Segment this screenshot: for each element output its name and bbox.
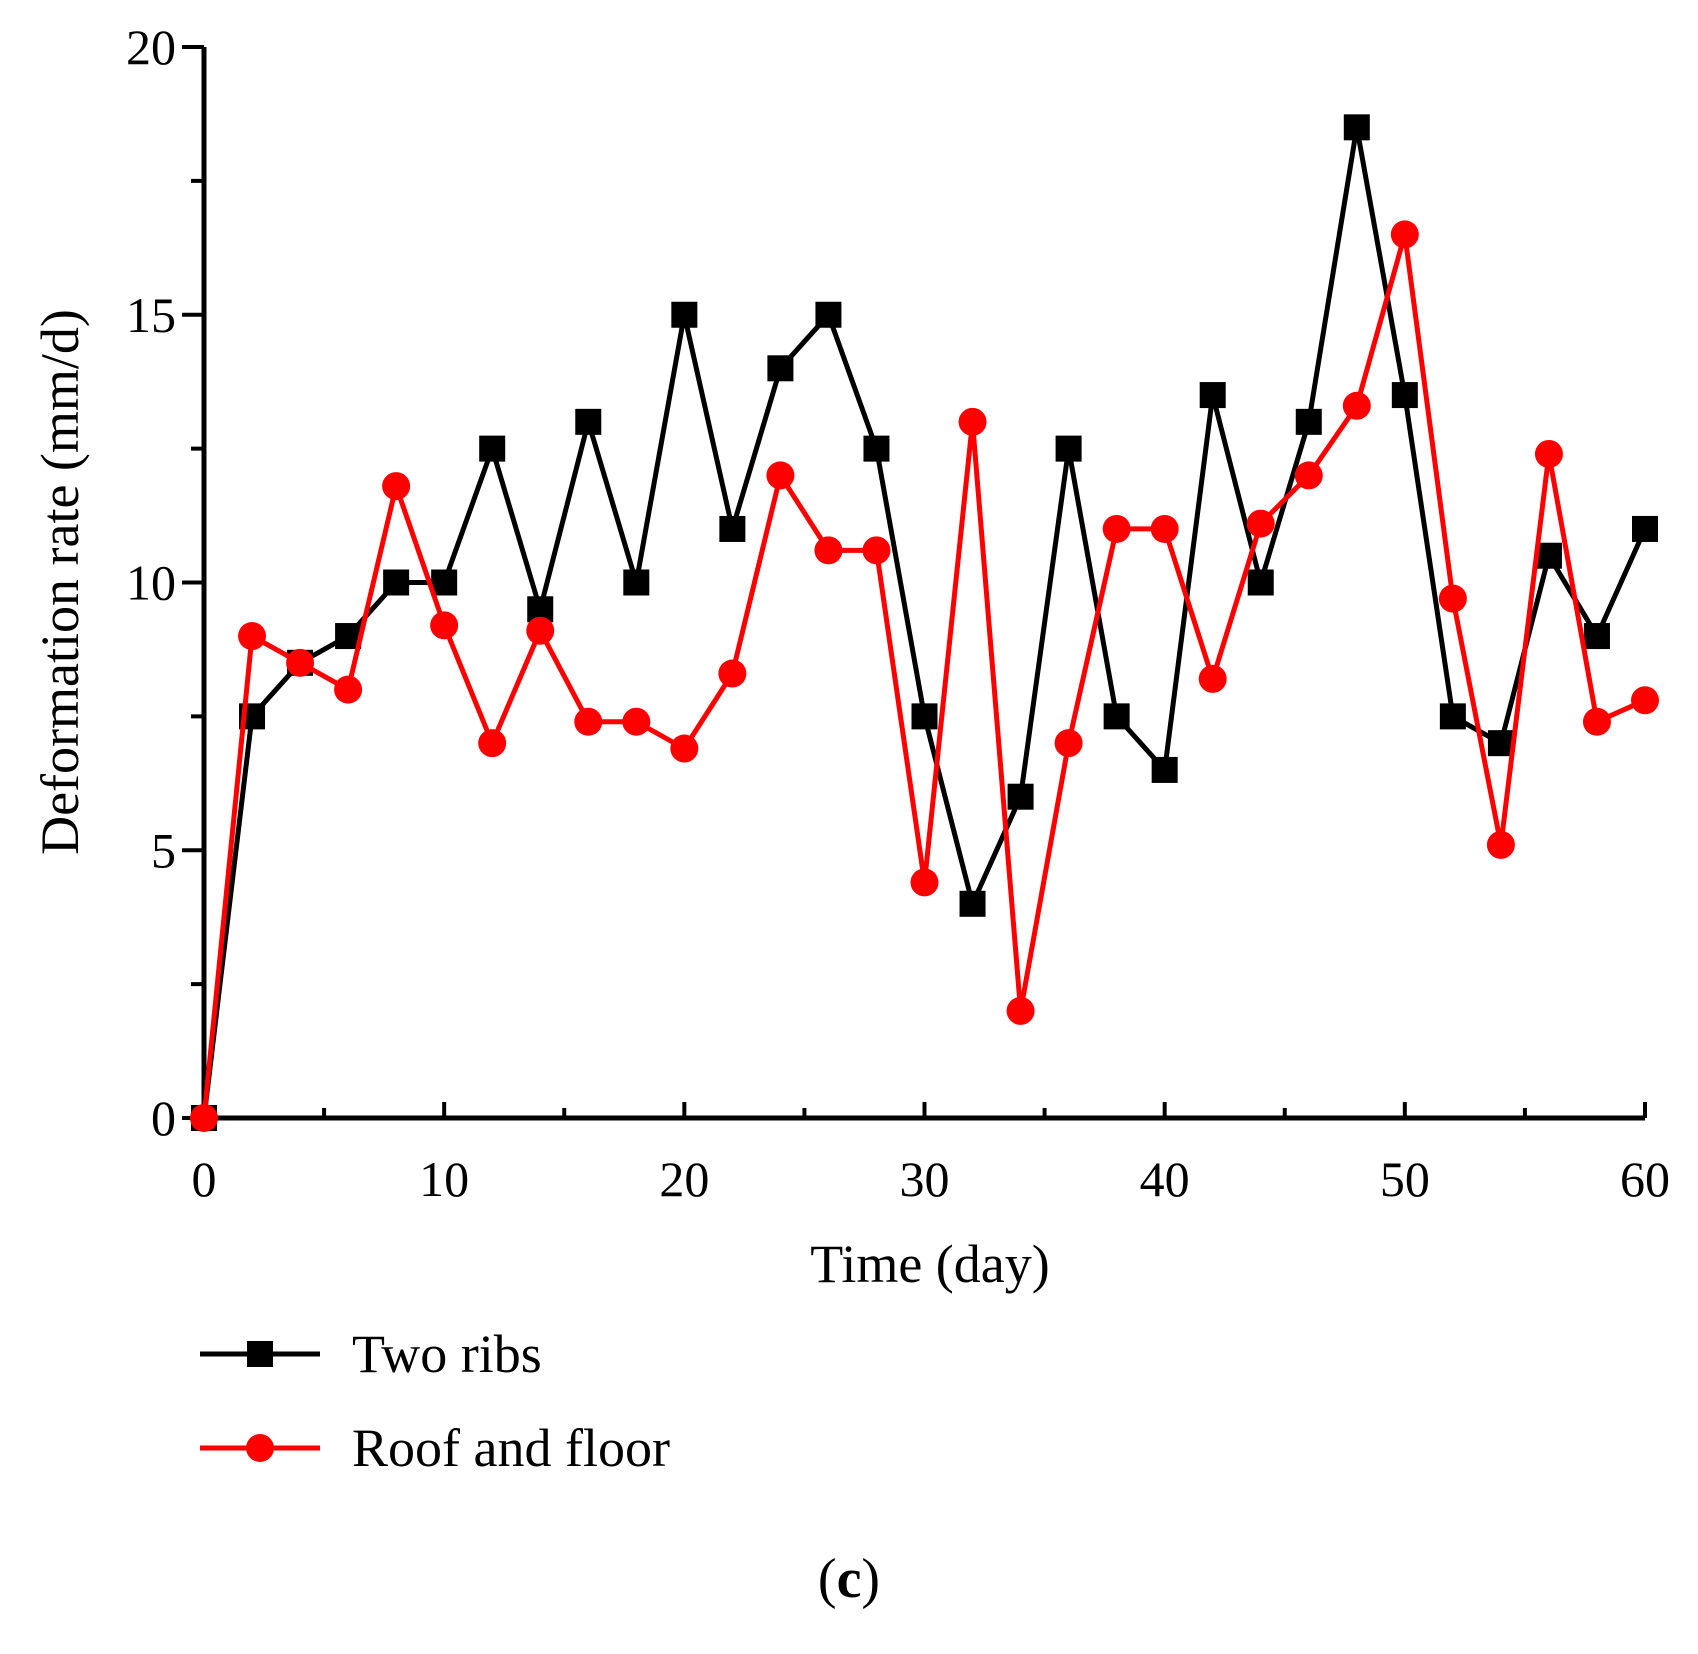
two-ribs-point — [623, 569, 650, 596]
two-ribs-point — [959, 890, 986, 917]
two-ribs-point — [1247, 569, 1274, 596]
two-ribs-point — [575, 408, 602, 435]
roof-and-floor-point — [1582, 707, 1611, 736]
two-ribs-point — [1632, 515, 1658, 542]
x-tick-label: 30 — [900, 1151, 950, 1207]
roof-and-floor-point — [334, 675, 363, 704]
two-ribs-point — [1439, 703, 1466, 730]
y-tick-label: 20 — [126, 19, 176, 75]
roof-and-floor-point — [958, 407, 987, 436]
roof-and-floor-point — [814, 536, 843, 565]
roof-and-floor-point — [910, 868, 939, 897]
roof-and-floor-point — [766, 461, 795, 490]
two-ribs-point — [1199, 382, 1226, 409]
roof-and-floor-point — [1102, 514, 1131, 543]
roof-and-floor-point — [526, 616, 555, 645]
two-ribs-point — [479, 435, 506, 462]
roof-and-floor-line — [201, 233, 1647, 1119]
roof-and-floor-point — [718, 659, 747, 688]
two-ribs-point — [1391, 382, 1418, 409]
y-axis-title: Deformation rate (mm/d) — [30, 309, 90, 855]
roof-and-floor-point — [478, 729, 507, 758]
two-ribs-point — [383, 569, 410, 596]
two-ribs-point — [1103, 703, 1130, 730]
two-ribs-point — [671, 301, 698, 328]
roof-and-floor-point — [1246, 509, 1275, 538]
y-tick-label: 10 — [126, 555, 176, 611]
y-tick-label: 5 — [151, 822, 176, 878]
roof-and-floor-series — [190, 220, 1659, 1132]
roof-and-floor-point — [1534, 439, 1563, 468]
two-ribs-point — [1343, 114, 1370, 141]
panel-label-close: ) — [861, 1548, 880, 1610]
roof-and-floor-point — [862, 536, 891, 565]
legend-roof-and-floor-point — [246, 1434, 274, 1462]
roof-and-floor-point — [1054, 729, 1083, 758]
roof-and-floor-point — [190, 1104, 218, 1132]
two-ribs-point — [815, 301, 842, 328]
two-ribs-point — [719, 515, 746, 542]
two-ribs-point — [1055, 435, 1082, 462]
x-tick-label: 40 — [1140, 1151, 1190, 1207]
two-ribs-point — [1007, 783, 1034, 810]
roof-and-floor-point — [382, 472, 411, 501]
roof-and-floor-point — [286, 648, 315, 677]
roof-and-floor-point — [670, 734, 699, 763]
roof-and-floor-point — [1631, 686, 1659, 715]
roof-and-floor-point — [574, 707, 603, 736]
panel-label-open: ( — [818, 1548, 837, 1610]
legend: Two ribs Roof and floor — [200, 1324, 670, 1478]
panel-label: (c) — [818, 1548, 880, 1610]
roof-and-floor-point — [1006, 996, 1035, 1025]
two-ribs-point — [1295, 408, 1322, 435]
two-ribs-point — [767, 355, 794, 382]
two-ribs-point — [911, 703, 938, 730]
ticks — [182, 45, 1647, 1120]
x-tick-label: 0 — [192, 1151, 217, 1207]
roof-and-floor-point — [238, 622, 267, 651]
roof-and-floor-point — [1438, 584, 1467, 613]
x-tick-label: 50 — [1380, 1151, 1430, 1207]
roof-and-floor-point — [1486, 830, 1515, 859]
two-ribs-point — [1487, 730, 1514, 757]
two-ribs-point — [431, 569, 458, 596]
two-ribs-line — [201, 126, 1648, 1119]
tick-labels: 0 10 20 30 40 50 60 0 5 10 15 20 — [126, 19, 1670, 1207]
panel-label-letter: c — [837, 1548, 862, 1610]
y-tick-label: 15 — [126, 287, 176, 343]
roof-and-floor-point — [1390, 220, 1419, 249]
legend-item-roof-and-floor: Roof and floor — [200, 1418, 670, 1478]
x-tick-label: 10 — [419, 1151, 469, 1207]
roof-and-floor-point — [1342, 391, 1371, 420]
legend-label: Roof and floor — [352, 1418, 670, 1478]
x-tick-label: 20 — [659, 1151, 709, 1207]
two-ribs-point — [863, 435, 890, 462]
two-ribs-point — [1535, 542, 1562, 569]
x-axis-title: Time (day) — [810, 1234, 1050, 1294]
two-ribs-point — [1151, 756, 1178, 783]
roof-and-floor-point — [430, 611, 459, 640]
plot-area — [190, 114, 1659, 1132]
y-tick-label: 0 — [151, 1090, 176, 1146]
roof-and-floor-point — [1294, 461, 1323, 490]
legend-label: Two ribs — [352, 1324, 542, 1384]
two-ribs-series — [191, 114, 1658, 1131]
roof-and-floor-point — [1150, 514, 1179, 543]
x-tick-label: 60 — [1620, 1151, 1670, 1207]
roof-and-floor-point — [622, 707, 651, 736]
legend-two-ribs-point — [247, 1341, 273, 1367]
two-ribs-point — [1583, 623, 1610, 650]
roof-and-floor-point — [1198, 664, 1227, 693]
legend-item-two-ribs: Two ribs — [200, 1324, 542, 1384]
